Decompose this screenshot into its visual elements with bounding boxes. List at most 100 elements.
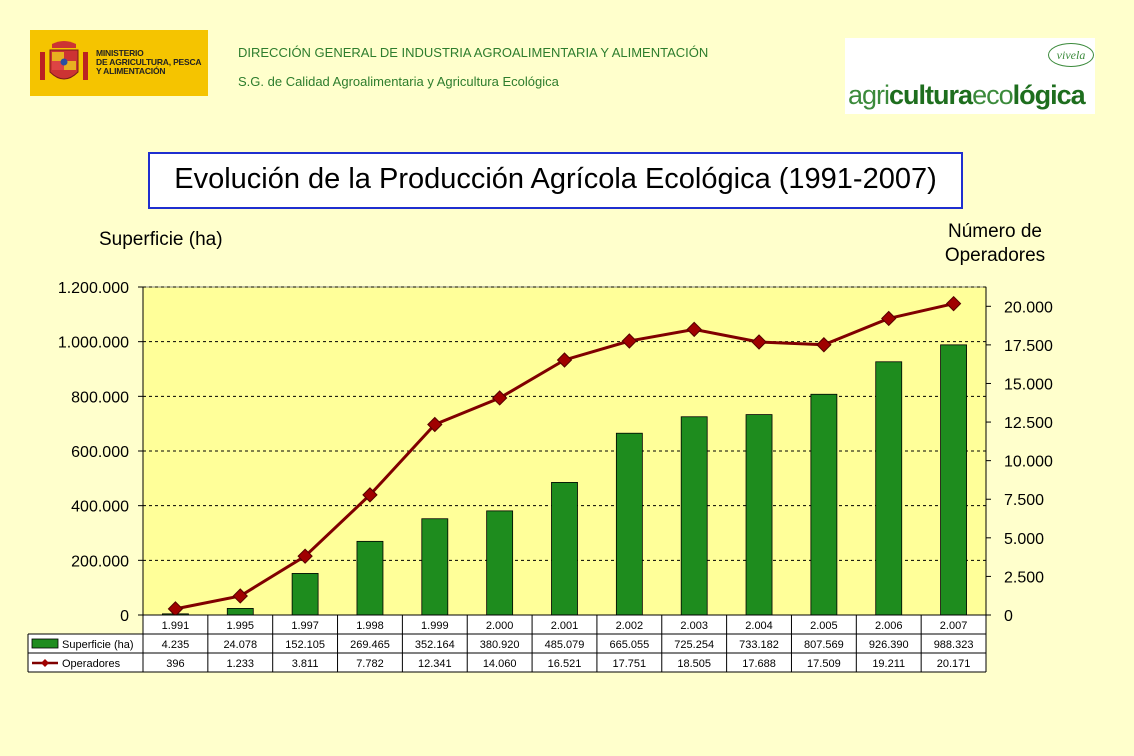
header-subdireccion: S.G. de Calidad Agroalimentaria y Agricu… <box>238 74 559 89</box>
x-category-label: 2.001 <box>551 620 579 632</box>
data-label: 17.688 <box>742 658 776 670</box>
y2-tick-label: 17.500 <box>1004 338 1053 355</box>
logo-word-a: agri <box>848 80 890 110</box>
bar <box>551 482 578 616</box>
data-label: 4.235 <box>162 639 190 651</box>
x-category-label: 2.002 <box>616 620 644 632</box>
bar <box>291 573 319 616</box>
bar <box>226 608 254 616</box>
data-label: 926.390 <box>869 639 909 651</box>
bar <box>745 414 773 616</box>
bar <box>680 416 708 616</box>
bar <box>421 518 449 616</box>
y2-tick-label: 7.500 <box>1004 492 1044 509</box>
data-label: 3.811 <box>292 658 319 670</box>
y2-tick-label: 10.000 <box>1004 454 1053 471</box>
bar <box>486 510 514 616</box>
data-label: 396 <box>166 658 184 670</box>
data-label: 665.055 <box>609 639 649 651</box>
y-axis-label: Superficie (ha) <box>99 229 223 250</box>
x-category-label: 2.003 <box>680 620 708 632</box>
data-label: 19.211 <box>872 658 905 670</box>
legend-key-operadores-marker <box>41 659 49 667</box>
y2-tick-label: 12.500 <box>1004 415 1053 432</box>
data-label: 17.509 <box>807 658 841 670</box>
bar <box>940 344 967 616</box>
ministerio-line-3: Y ALIMENTACIÓN <box>96 66 166 76</box>
x-category-label: 1.999 <box>421 620 449 632</box>
data-label: 725.254 <box>674 639 714 651</box>
x-category-label: 2.004 <box>745 620 773 632</box>
header-direccion: DIRECCIÓN GENERAL DE INDUSTRIA AGROALIME… <box>238 45 709 60</box>
data-label: 1.233 <box>227 658 255 670</box>
data-label: 988.323 <box>934 639 974 651</box>
y-tick-label: 0 <box>120 608 129 625</box>
bar <box>615 432 643 616</box>
y-tick-label: 1.200.000 <box>58 280 129 297</box>
operadores-marker <box>427 416 443 433</box>
data-label: 24.078 <box>223 639 257 651</box>
chart-title-box: Evolución de la Producción Agrícola Ecol… <box>148 152 963 209</box>
ministerio-line-2: DE AGRICULTURA, PESCA <box>96 57 202 67</box>
ministerio-logo: MINISTERIO DE AGRICULTURA, PESCA Y ALIME… <box>30 30 208 96</box>
operadores-marker <box>491 390 508 406</box>
y2-tick-label: 15.000 <box>1004 376 1053 393</box>
x-category-label: 2.007 <box>940 620 968 632</box>
data-label: 352.164 <box>415 639 455 651</box>
y-tick-label: 400.000 <box>71 499 129 516</box>
legend-key-superficie <box>31 638 59 649</box>
x-category-label: 2.000 <box>486 620 514 632</box>
operadores-marker <box>232 588 248 604</box>
x-category-label: 1.995 <box>227 620 255 632</box>
operadores-marker <box>686 321 702 338</box>
operadores-marker <box>362 487 378 503</box>
data-label: 17.751 <box>613 658 647 670</box>
y2-axis-label-line-1: Número de <box>948 221 1042 242</box>
x-category-label: 2.005 <box>810 620 838 632</box>
agricultura-ecologica-logo: vivela agriculturaecológica <box>845 38 1095 114</box>
operadores-marker <box>556 352 573 368</box>
table-header-bg <box>143 615 986 634</box>
y-tick-label: 200.000 <box>71 553 129 570</box>
data-label: 7.782 <box>356 658 384 670</box>
y-tick-label: 1.000.000 <box>58 335 129 352</box>
data-label: 20.171 <box>937 658 971 670</box>
operadores-marker <box>751 334 767 350</box>
x-category-label: 1.998 <box>356 620 384 632</box>
data-label: 12.341 <box>418 658 452 670</box>
legend-label: Superficie (ha) <box>62 639 134 651</box>
bar <box>810 393 838 616</box>
x-category-label: 2.006 <box>875 620 903 632</box>
operadores-marker <box>945 295 962 312</box>
y2-axis-label-line-2: Operadores <box>944 245 1046 266</box>
x-category-label: 1.991 <box>162 620 190 632</box>
operadores-marker <box>621 333 638 349</box>
y2-tick-label: 5.000 <box>1004 531 1044 548</box>
data-label: 14.060 <box>483 658 517 670</box>
operadores-marker <box>881 310 897 327</box>
chart-title: Evolución de la Producción Agrícola Ecol… <box>174 163 937 195</box>
vivela-tag: vivela <box>1048 43 1094 67</box>
logo-word-c: eco <box>972 80 1014 110</box>
data-label: 733.182 <box>739 639 779 651</box>
data-label: 152.105 <box>285 639 325 651</box>
coat-of-arms-icon <box>40 41 88 80</box>
bar <box>356 540 384 616</box>
logo-word-b: cultura <box>889 80 973 110</box>
y2-tick-label: 2.500 <box>1004 569 1044 586</box>
operadores-marker <box>816 337 832 353</box>
y2-tick-label: 0 <box>1004 608 1013 625</box>
y-tick-label: 800.000 <box>71 389 129 406</box>
legend-label: Operadores <box>62 658 121 670</box>
data-label: 807.569 <box>804 639 844 651</box>
operadores-marker <box>297 548 313 564</box>
logo-word-d: lógica <box>1012 80 1086 110</box>
y2-axis-label: Número de Operadores <box>930 220 1060 268</box>
bar <box>875 361 903 616</box>
y2-tick-label: 20.000 <box>1004 299 1053 316</box>
data-label: 380.920 <box>480 639 520 651</box>
data-label: 16.521 <box>548 658 582 670</box>
data-label: 485.079 <box>545 639 585 651</box>
data-label: 18.505 <box>677 658 711 670</box>
